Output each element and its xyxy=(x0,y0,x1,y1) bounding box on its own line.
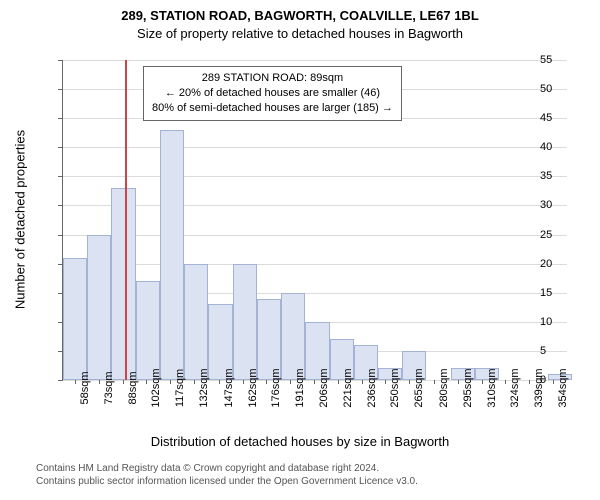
x-tick-label: 221sqm xyxy=(342,368,354,407)
gridline xyxy=(63,60,567,61)
histogram-bar xyxy=(87,235,111,380)
y-tick-mark xyxy=(58,118,62,119)
info-line3: 80% of semi-detached houses are larger (… xyxy=(152,101,393,116)
x-tick-mark xyxy=(505,380,506,384)
x-tick-label: 236sqm xyxy=(366,368,378,407)
y-tick-label: 40 xyxy=(540,141,596,153)
y-tick-mark xyxy=(58,147,62,148)
y-tick-label: 45 xyxy=(540,112,596,124)
x-tick-mark xyxy=(290,380,291,384)
histogram-bar xyxy=(160,130,184,380)
x-tick-mark xyxy=(194,380,195,384)
x-tick-label: 147sqm xyxy=(223,368,235,407)
y-tick-mark xyxy=(58,264,62,265)
x-tick-mark xyxy=(99,380,100,384)
histogram-bar xyxy=(63,258,87,380)
x-axis-label: Distribution of detached houses by size … xyxy=(0,434,600,449)
footer-attribution: Contains HM Land Registry data © Crown c… xyxy=(36,462,418,488)
footer-line1: Contains HM Land Registry data © Crown c… xyxy=(36,462,418,475)
x-tick-mark xyxy=(529,380,530,384)
x-tick-label: 324sqm xyxy=(509,368,521,407)
y-tick-mark xyxy=(58,235,62,236)
x-tick-label: 295sqm xyxy=(462,368,474,407)
plot-area: 289 STATION ROAD: 89sqm← 20% of detached… xyxy=(62,60,567,381)
info-line1: 289 STATION ROAD: 89sqm xyxy=(152,71,393,86)
y-tick-mark xyxy=(58,205,62,206)
y-tick-label: 25 xyxy=(540,229,596,241)
footer-line2: Contains public sector information licen… xyxy=(36,475,418,488)
gridline xyxy=(63,235,567,236)
x-tick-label: 191sqm xyxy=(294,368,306,407)
info-line2: ← 20% of detached houses are smaller (46… xyxy=(152,86,393,101)
x-tick-mark xyxy=(170,380,171,384)
histogram-bar xyxy=(136,281,160,380)
gridline xyxy=(63,147,567,148)
gridline xyxy=(63,176,567,177)
histogram-bar xyxy=(233,264,257,380)
x-tick-label: 132sqm xyxy=(198,368,210,407)
marker-line xyxy=(125,60,127,380)
x-tick-label: 354sqm xyxy=(557,368,569,407)
y-tick-label: 55 xyxy=(540,54,596,66)
x-tick-mark xyxy=(362,380,363,384)
y-tick-label: 5 xyxy=(540,345,596,357)
x-tick-mark xyxy=(243,380,244,384)
x-tick-mark xyxy=(458,380,459,384)
subtitle: Size of property relative to detached ho… xyxy=(0,26,600,41)
y-tick-label: 30 xyxy=(540,199,596,211)
histogram-bar xyxy=(184,264,208,380)
x-tick-label: 265sqm xyxy=(413,368,425,407)
x-tick-mark xyxy=(75,380,76,384)
x-tick-label: 280sqm xyxy=(438,368,450,407)
histogram-bar xyxy=(111,188,135,380)
x-tick-mark xyxy=(338,380,339,384)
y-tick-mark xyxy=(58,176,62,177)
x-tick-mark xyxy=(123,380,124,384)
y-tick-label: 20 xyxy=(540,258,596,270)
x-tick-label: 250sqm xyxy=(389,368,401,407)
y-tick-mark xyxy=(58,89,62,90)
x-tick-mark xyxy=(434,380,435,384)
y-tick-label: 10 xyxy=(540,316,596,328)
info-box: 289 STATION ROAD: 89sqm← 20% of detached… xyxy=(143,66,402,121)
x-tick-label: 162sqm xyxy=(247,368,259,407)
y-tick-mark xyxy=(58,322,62,323)
y-tick-label: 50 xyxy=(540,83,596,95)
y-tick-label: 15 xyxy=(540,287,596,299)
y-tick-label: 35 xyxy=(540,170,596,182)
histogram-bar xyxy=(281,293,305,380)
y-axis-label: Number of detached properties xyxy=(13,120,28,320)
x-tick-label: 117sqm xyxy=(174,369,186,407)
gridline xyxy=(63,264,567,265)
x-tick-mark xyxy=(553,380,554,384)
chart-container: 289, STATION ROAD, BAGWORTH, COALVILLE, … xyxy=(0,0,600,500)
gridline xyxy=(63,205,567,206)
x-tick-label: 339sqm xyxy=(533,368,545,407)
x-tick-label: 73sqm xyxy=(103,371,115,404)
x-tick-label: 58sqm xyxy=(79,371,91,404)
y-tick-mark xyxy=(58,60,62,61)
x-tick-mark xyxy=(146,380,147,384)
y-tick-mark xyxy=(58,351,62,352)
x-tick-mark xyxy=(314,380,315,384)
x-tick-mark xyxy=(385,380,386,384)
x-tick-mark xyxy=(266,380,267,384)
x-tick-label: 102sqm xyxy=(150,368,162,407)
x-tick-mark xyxy=(482,380,483,384)
x-tick-label: 310sqm xyxy=(486,368,498,407)
x-tick-label: 88sqm xyxy=(127,371,139,404)
main-title: 289, STATION ROAD, BAGWORTH, COALVILLE, … xyxy=(0,8,600,23)
x-tick-label: 206sqm xyxy=(318,368,330,407)
x-tick-mark xyxy=(409,380,410,384)
y-tick-mark xyxy=(58,380,62,381)
y-tick-mark xyxy=(58,293,62,294)
x-tick-mark xyxy=(219,380,220,384)
x-tick-label: 176sqm xyxy=(270,368,282,407)
